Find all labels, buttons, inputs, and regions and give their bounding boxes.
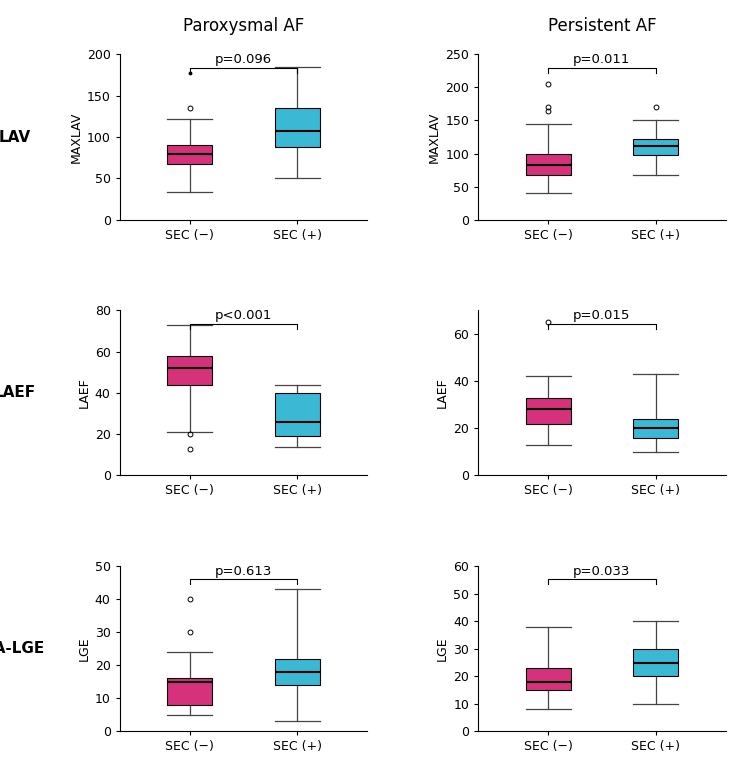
- Y-axis label: MAXLAV: MAXLAV: [70, 111, 82, 163]
- Bar: [275, 108, 319, 147]
- Bar: [275, 393, 319, 436]
- Bar: [275, 659, 319, 685]
- Text: Paroxysmal AF: Paroxysmal AF: [183, 17, 304, 35]
- Text: LAV: LAV: [0, 129, 31, 145]
- Bar: [526, 668, 571, 690]
- Y-axis label: LGE: LGE: [78, 636, 91, 661]
- Text: p=0.011: p=0.011: [573, 53, 631, 66]
- Y-axis label: MAXLAV: MAXLAV: [428, 111, 441, 163]
- Bar: [167, 145, 212, 164]
- Bar: [526, 398, 571, 423]
- Text: p=0.033: p=0.033: [573, 565, 631, 578]
- Bar: [633, 139, 678, 155]
- Text: LA-LGE: LA-LGE: [0, 641, 45, 657]
- Bar: [633, 419, 678, 438]
- Text: p=0.096: p=0.096: [215, 53, 272, 66]
- Y-axis label: LAEF: LAEF: [436, 377, 450, 408]
- Bar: [167, 678, 212, 705]
- Text: p<0.001: p<0.001: [215, 309, 272, 322]
- Y-axis label: LGE: LGE: [436, 636, 449, 661]
- Y-axis label: LAEF: LAEF: [78, 377, 91, 408]
- Text: p=0.015: p=0.015: [573, 309, 631, 322]
- Bar: [167, 356, 212, 384]
- Text: LAEF: LAEF: [0, 385, 36, 401]
- Text: Persistent AF: Persistent AF: [548, 17, 656, 35]
- Text: p=0.613: p=0.613: [215, 565, 272, 578]
- Bar: [526, 153, 571, 174]
- Bar: [633, 649, 678, 676]
